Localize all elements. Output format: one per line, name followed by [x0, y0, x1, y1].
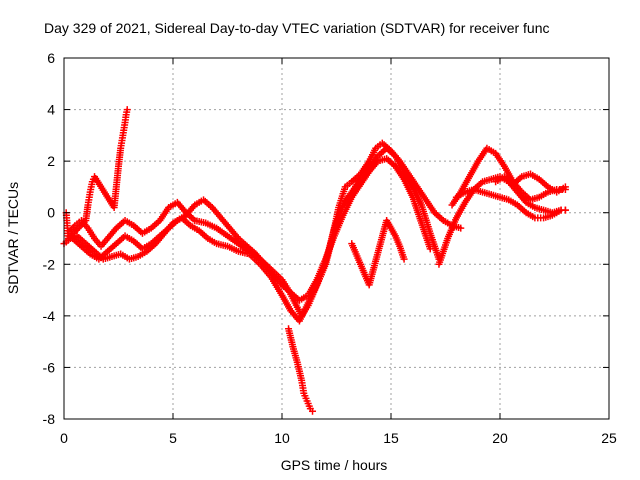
x-tick-label: 25 [601, 430, 617, 446]
y-tick-label: 0 [47, 205, 55, 221]
y-tick-label: -4 [43, 308, 56, 324]
x-tick-label: 20 [492, 430, 508, 446]
x-tick-label: 10 [274, 430, 290, 446]
series-evening-d [492, 170, 569, 196]
data-point [457, 224, 465, 232]
x-axis-label: GPS time / hours [281, 457, 388, 473]
data-point [561, 206, 569, 214]
x-tick-label: 5 [169, 430, 177, 446]
data-point [309, 407, 317, 415]
data-point [123, 106, 131, 114]
plot-frame [63, 57, 610, 420]
data-markers [60, 106, 569, 415]
x-tick-label: 15 [383, 430, 399, 446]
data-point [561, 183, 569, 191]
y-tick-label: 2 [47, 153, 55, 169]
y-tick-label: -6 [43, 359, 56, 375]
y-axis-label: SDTVAR / TECUs [5, 182, 21, 294]
y-tick-label: -2 [43, 256, 56, 272]
y-tick-label: 4 [47, 102, 55, 118]
y-tick-label: -8 [43, 411, 56, 427]
data-point [426, 245, 434, 253]
y-tick-label: 6 [47, 50, 55, 66]
axis-ticks: 0 5 10 15 20 25 -8 -6 -4 -2 0 2 4 6 [43, 50, 617, 446]
series-dip-noon [285, 325, 317, 415]
grid-lines [64, 58, 609, 419]
data-point [400, 255, 408, 263]
series-track-3 [69, 155, 434, 304]
series-branch-late [348, 216, 408, 289]
x-tick-label: 0 [60, 430, 68, 446]
series-evening-c [452, 186, 569, 222]
chart-title: Day 329 of 2021, Sidereal Day-to-day VTE… [44, 20, 550, 36]
series-spike-early [62, 106, 131, 242]
